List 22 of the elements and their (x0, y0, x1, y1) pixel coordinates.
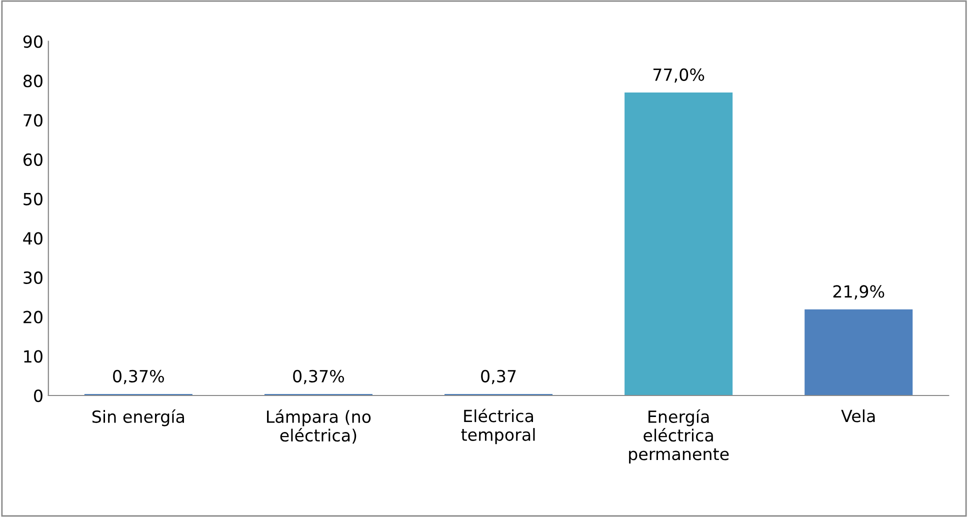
y-tick-label: 30 (24, 271, 42, 284)
y-tick-label: 0 (34, 389, 42, 402)
y-tick-label: 50 (24, 192, 42, 206)
bar (624, 92, 733, 396)
y-tick-label: 90 (23, 35, 42, 48)
data-label: 0,37% (113, 370, 164, 384)
x-tick-label: Vela (841, 409, 875, 422)
y-tick-label: 60 (23, 153, 42, 166)
y-tick-label: 40 (23, 232, 42, 245)
y-tick-label: 10 (24, 350, 42, 363)
y-tick-label: 80 (23, 74, 42, 88)
data-label: 0,37 (481, 370, 516, 384)
x-tick-label: Eléctrica temporal (461, 408, 535, 444)
x-tick-label: Energía eléctrica permanente (629, 409, 729, 464)
x-tick-label: Sin energía (92, 409, 184, 426)
data-label: 77,0% (653, 68, 704, 83)
y-tick-label: 20 (24, 310, 42, 324)
data-label: 0,37% (293, 370, 344, 384)
y-tick-label: 70 (24, 114, 42, 127)
x-tick-label: Lámpara (no eléctrica) (267, 409, 371, 444)
bar (804, 309, 913, 396)
data-label: 21,9% (833, 285, 884, 300)
